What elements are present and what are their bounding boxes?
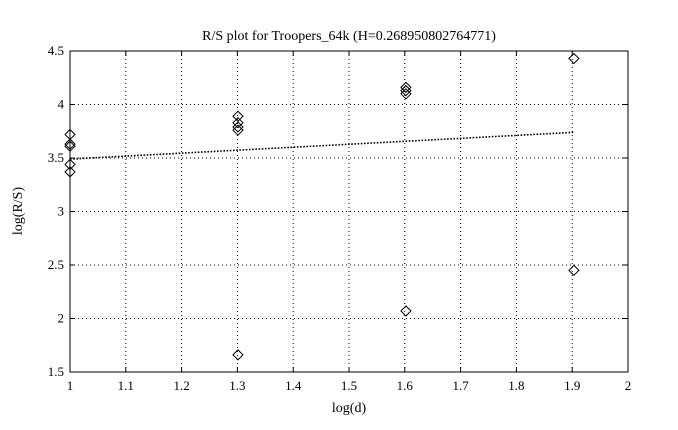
x-tick-label: 1.9: [564, 378, 580, 393]
y-tick-label: 2: [58, 311, 65, 326]
data-point: [568, 264, 580, 277]
data-point: [232, 124, 244, 136]
chart-title: R/S plot for Troopers_64k (H=0.268950802…: [202, 29, 496, 44]
x-tick-label: 1.7: [452, 378, 469, 393]
x-tick-label: 1.6: [397, 378, 414, 393]
data-points: [64, 52, 580, 361]
y-tick-label: 4.5: [48, 43, 64, 58]
x-tick-label: 1.3: [229, 378, 245, 393]
data-point: [232, 349, 244, 361]
data-point: [400, 81, 412, 94]
y-tick-label: 1.5: [48, 364, 64, 379]
y-tick-label: 3: [58, 204, 65, 219]
data-point: [400, 84, 412, 97]
fit-line: [69, 131, 574, 160]
x-tick-label: 1.8: [508, 378, 524, 393]
x-tick-label: 1: [67, 378, 74, 393]
x-tick-label: 1.2: [173, 378, 189, 393]
grid-lines: [70, 51, 628, 372]
fit-line-group: [69, 131, 574, 160]
data-point: [568, 52, 580, 65]
y-axis-ticks: 1.5 2 2.5 3 3.5 4 4.5: [48, 43, 628, 379]
x-tick-label: 1.5: [341, 378, 357, 393]
data-point: [232, 116, 244, 129]
x-axis-ticks: 1 1.1 1.2 1.3 1.4 1.5 1.6 1.7 1.8 1.9 2: [67, 51, 632, 393]
y-tick-label: 4: [58, 97, 65, 112]
data-point: [232, 110, 244, 122]
data-point: [400, 88, 412, 100]
data-point: [232, 121, 244, 133]
data-point: [400, 305, 412, 317]
x-tick-label: 1.4: [285, 378, 302, 393]
x-axis-label: log(d): [332, 401, 367, 416]
y-tick-label: 3.5: [48, 150, 64, 165]
x-tick-label: 2: [625, 378, 632, 393]
x-tick-label: 1.1: [118, 378, 134, 393]
y-axis-label: log(R/S): [11, 187, 26, 236]
y-tick-label: 2.5: [48, 257, 64, 272]
